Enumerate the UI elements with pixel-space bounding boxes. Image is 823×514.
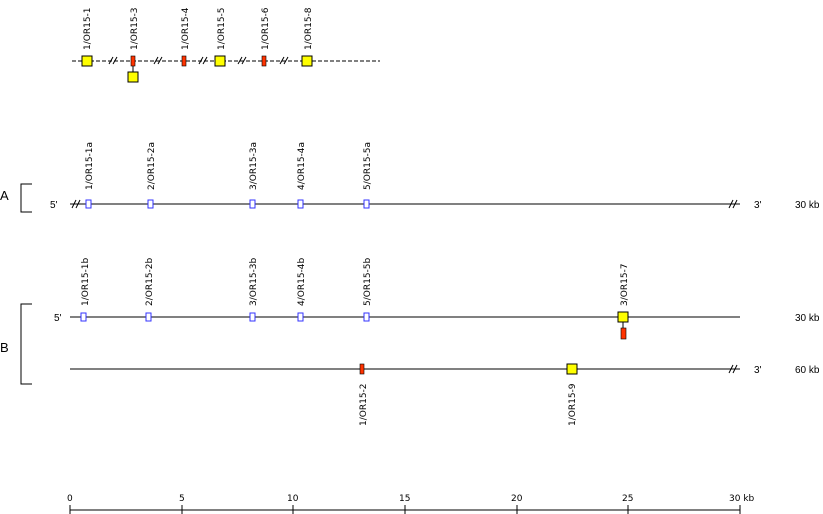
gene-box-or15-4b [297,312,304,322]
panel-a-bracket [20,183,32,213]
gene-label: 1/OR15-2 [359,383,369,426]
gene-label: 3/OR15-3b [249,257,259,306]
three-prime-label: 3' [754,200,762,211]
gene-box-or15-6 [261,55,267,67]
panel-a: A 5' 3' 30 kb 1/OR15-1a 2/OR15-2a 3/OR15… [0,142,820,213]
gene-box-or15-2b [145,312,152,322]
length-label: 30 kb [795,200,820,211]
gene-label: 2/OR15-2a [147,142,157,190]
gene-label: 5/OR15-5b [363,257,373,306]
gene-label: 1/OR15-1a [85,142,95,190]
scale-tick-label: 15 [399,494,410,504]
scale-tick-label: 25 [622,494,633,504]
gene-box-or15-4 [181,55,187,67]
panel-a-label: A [0,188,9,203]
break-mark [728,199,738,209]
gene-label: 1/OR15-1b [81,257,91,306]
panel-b-bracket [20,303,32,385]
gene-box-or15-7 [617,311,629,323]
gene-box-or15-1b [80,312,87,322]
gene-box-or15-1 [81,55,93,67]
top-break-mark [279,56,289,65]
gene-label: 5/OR15-5a [363,142,373,190]
gene-box-or15-2a [147,199,154,209]
five-prime-label: 5' [50,200,58,211]
five-prime-label: 5' [54,313,62,324]
gene-box-or15-3a [249,199,256,209]
gene-label: 1/OR15-4 [181,7,191,50]
break-mark [728,364,738,374]
length-label: 30 kb [795,313,820,324]
top-break-mark [153,56,163,65]
break-mark [71,199,81,209]
scale-axis: 0 5 10 15 20 25 30 kb [67,494,755,514]
gene-label: 4/OR15-4b [297,257,307,306]
scale-tick-label: 0 [67,494,73,504]
gene-label: 1/OR15-3 [130,7,140,50]
gene-box-or15-5b [363,312,370,322]
gene-label: 1/OR15-5 [217,7,227,50]
top-break-mark [237,56,247,65]
top-break-mark [198,56,208,65]
gene-label: 2/OR15-2b [145,257,155,306]
gene-label: 3/OR15-7 [620,263,630,306]
gene-box-or15-1a [85,199,92,209]
scale-tick-label: 10 [287,494,299,504]
gene-label: 1/OR15-9 [568,383,578,426]
gene-box-or15-7-pseudogene [620,327,627,340]
gene-label: 1/OR15-6 [261,7,271,50]
scale-tick-label: 5 [179,494,185,504]
panel-b: B 5' 30 kb 1/OR15-1b 2/OR15-2b 3/OR15-3b… [0,257,820,426]
gene-box-or15-3b [249,312,256,322]
scale-tick-label: 20 [511,494,523,504]
gene-box-or15-5a [363,199,370,209]
three-prime-label: 3' [754,365,762,376]
length-label: 60 kb [795,365,820,376]
scale-tick-label: 30 kb [729,494,755,504]
gene-box-or15-8 [301,55,313,67]
gene-box-or15-5 [214,55,226,67]
gene-label: 1/OR15-8 [304,7,314,50]
top-track: 1/OR15-1 1/OR15-3 1/OR15-4 1/OR15-5 1/OR… [72,7,380,83]
panel-b-label: B [0,340,9,355]
gene-box-or15-2 [359,363,365,375]
gene-label: 3/OR15-3a [249,142,259,190]
gene-box-or15-3 [130,55,136,67]
gene-label: 4/OR15-4a [297,142,307,190]
gene-box-or15-4a [297,199,304,209]
top-break-mark [108,56,118,65]
gene-box-or15-3-variant [127,71,139,83]
gene-box-or15-9 [566,363,578,375]
gene-label: 1/OR15-1 [83,7,93,50]
